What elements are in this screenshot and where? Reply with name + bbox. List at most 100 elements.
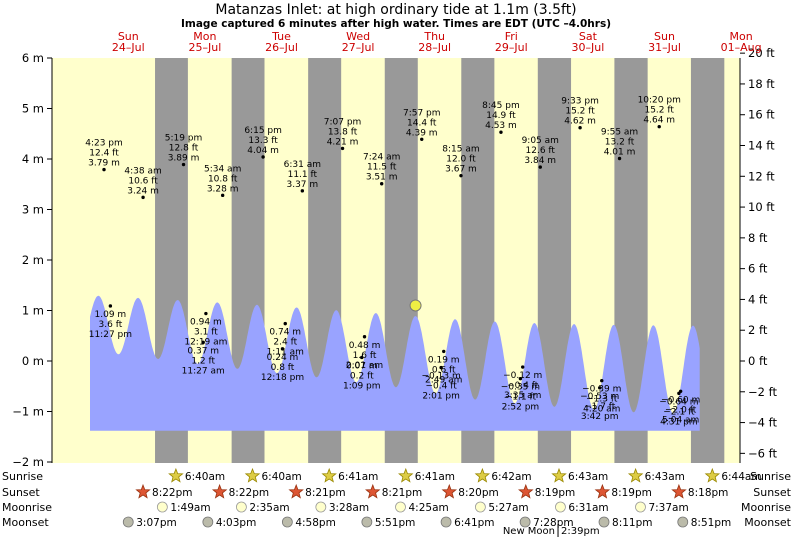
peak-dot xyxy=(420,137,424,142)
peak-label: 3.67 m xyxy=(445,165,477,175)
peak-label: 8:45 pm xyxy=(482,101,520,111)
peak-label: 15.2 ft xyxy=(644,106,674,116)
tide-label: 2.4 ft xyxy=(273,338,297,348)
peak-dot xyxy=(459,173,463,178)
tide-label: 1.6 ft xyxy=(353,351,377,361)
day-name: Mon xyxy=(729,30,752,43)
peak-label: 4.53 m xyxy=(485,121,517,131)
peak-dot xyxy=(657,124,661,129)
peak-label: 7:24 am xyxy=(363,153,400,163)
peak-label: 5:19 pm xyxy=(165,134,203,144)
tide-label: 11:27 am xyxy=(182,366,225,376)
peak-label: 11.1 ft xyxy=(288,170,318,180)
tide-label: −0.12 m xyxy=(503,371,542,381)
y-right-tick-label: 2 ft xyxy=(748,323,768,337)
day-date: 26–Jul xyxy=(265,41,298,54)
sunset-time: 8:19pm xyxy=(611,487,651,499)
peak-label: 12.6 ft xyxy=(526,146,556,156)
y-right-tick-label: 6 ft xyxy=(748,262,768,276)
astro-row-label-left: Moonset xyxy=(2,516,49,529)
peak-label: 4:38 am xyxy=(124,166,161,176)
sunrise-star-icon xyxy=(168,467,184,483)
sunset-time: 8:20pm xyxy=(458,487,498,499)
sunrise-time: 6:43am xyxy=(645,471,685,483)
moonset-time: 8:11pm xyxy=(612,517,652,529)
sunrise-star-icon xyxy=(321,467,337,483)
chart-subtitle: Image captured 6 minutes after high wate… xyxy=(181,18,611,30)
sunset-star-icon xyxy=(288,483,304,499)
day-date: 29–Jul xyxy=(495,41,528,54)
sunrise-time: 6:43am xyxy=(568,471,608,483)
tide-dot xyxy=(204,311,208,316)
tide-label: −0.60 m xyxy=(661,395,700,405)
tide-dot xyxy=(201,340,205,345)
sunset-time: 8:18pm xyxy=(688,487,728,499)
day-name: Fri xyxy=(505,30,518,43)
sunset-time: 8:22pm xyxy=(152,487,192,499)
moonrise-icon xyxy=(395,501,406,513)
tide-label: −0.13 m xyxy=(422,372,461,382)
day-date: 01–Aug xyxy=(721,41,762,54)
peak-label: 8:15 am xyxy=(442,145,479,155)
peak-label: 11.5 ft xyxy=(367,163,397,173)
peak-label: 4.21 m xyxy=(327,137,359,147)
y-left-tick-label: 2 m xyxy=(22,253,44,267)
tide-dot xyxy=(600,378,604,383)
peak-label: 12.8 ft xyxy=(169,144,199,154)
peak-dot xyxy=(300,189,305,193)
peak-label: 13.2 ft xyxy=(605,137,635,147)
day-name: Wed xyxy=(346,30,370,43)
tide-dot xyxy=(280,347,285,351)
moonset-time: 7:28pm xyxy=(533,517,573,529)
sunset-star-icon xyxy=(518,483,534,499)
astro-row-label-right: Sunrise xyxy=(750,470,791,483)
moonrise-icon xyxy=(635,501,646,513)
tide-label: 0.19 m xyxy=(428,355,460,365)
sunrise-star-icon xyxy=(627,467,644,483)
sunrise-time: 6:40am xyxy=(185,471,225,483)
astro-row-label-left: Sunset xyxy=(2,486,40,499)
astro-row-label-right: Sunset xyxy=(753,486,791,499)
peak-label: 4.01 m xyxy=(604,147,636,157)
astronomy-rows: Sunrise Sunrise Sunset Sunset Moonrise Moonri… xyxy=(2,467,792,537)
y-left-tick-label: 1 m xyxy=(22,304,44,318)
moonset-time: 4:03pm xyxy=(216,517,256,529)
peak-label: 3.28 m xyxy=(207,184,239,194)
sunset-star-icon xyxy=(211,483,228,499)
peak-dot xyxy=(617,156,622,161)
current-tide-marker xyxy=(409,299,422,312)
peak-label: 9:05 am xyxy=(522,136,559,146)
tide-label: 4:31 pm xyxy=(660,417,698,427)
tide-label: −0.64 m xyxy=(659,397,698,407)
tide-label: −0.4 ft xyxy=(426,382,458,392)
tide-dot xyxy=(442,349,446,354)
tide-label: 0.8 ft xyxy=(271,363,295,373)
new-moon-time: 2:39pm xyxy=(561,526,600,537)
tide-label: −1.7 ft xyxy=(584,402,616,412)
peak-dot xyxy=(141,195,145,200)
peak-dot xyxy=(220,193,225,198)
peak-label: 4.64 m xyxy=(643,116,675,126)
day-date: 27–Jul xyxy=(342,41,375,54)
peak-label: 10.6 ft xyxy=(128,176,158,186)
tide-dot xyxy=(108,304,113,308)
peak-label: 3.89 m xyxy=(168,154,200,164)
tide-dot xyxy=(521,365,525,369)
tide-label: −0.4 ft xyxy=(507,381,539,391)
peak-label: 12.0 ft xyxy=(446,155,476,165)
sunset-star-icon xyxy=(441,483,457,499)
moonset-icon xyxy=(677,516,689,528)
moonset-time: 6:41pm xyxy=(454,517,494,529)
moonset-icon xyxy=(440,516,452,528)
sunrise-star-icon xyxy=(244,467,261,483)
y-right-tick-label: 8 ft xyxy=(748,231,768,245)
peak-label: 13.8 ft xyxy=(328,127,358,137)
chart-title: Matanzas Inlet: at high ordinary tide at… xyxy=(215,2,576,18)
sunrise-time: 6:42am xyxy=(491,471,531,483)
moonrise-icon xyxy=(555,501,566,513)
peak-label: 6:15 pm xyxy=(244,126,282,136)
y-left-tick-label: 3 m xyxy=(22,203,44,217)
peak-label: 3.79 m xyxy=(88,159,120,169)
moonset-icon xyxy=(202,516,214,528)
